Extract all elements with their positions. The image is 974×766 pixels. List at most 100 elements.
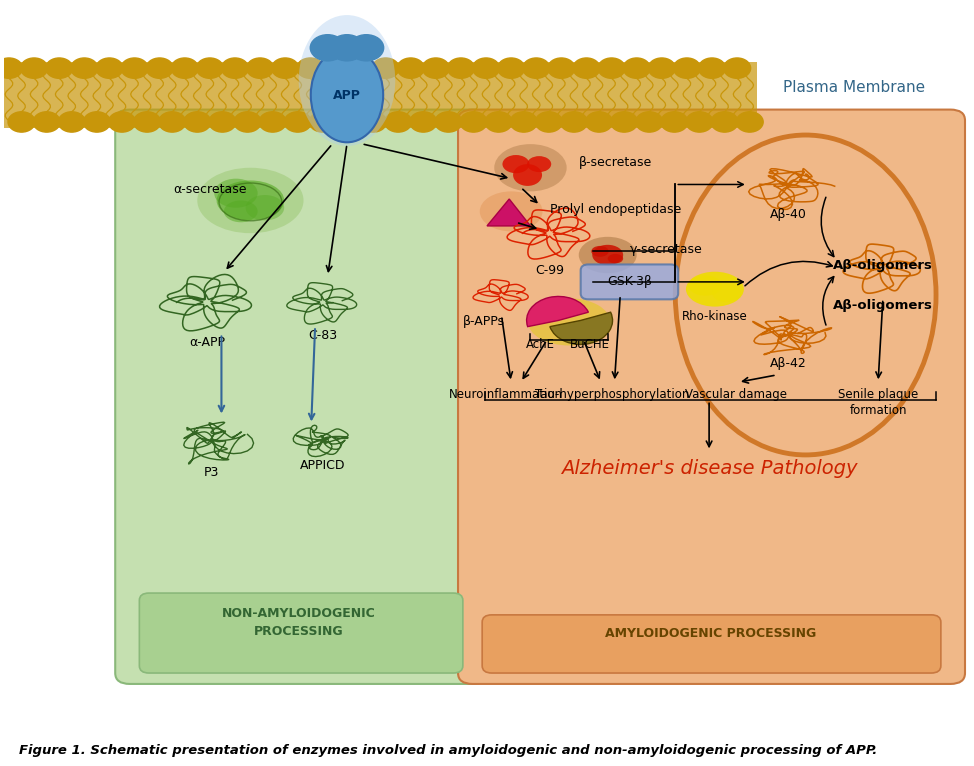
Circle shape <box>246 58 274 78</box>
FancyBboxPatch shape <box>581 264 678 300</box>
Ellipse shape <box>513 164 543 186</box>
Text: AchE: AchE <box>526 338 554 351</box>
FancyBboxPatch shape <box>458 110 965 684</box>
Circle shape <box>259 112 286 132</box>
Circle shape <box>84 112 110 132</box>
Text: α-APP: α-APP <box>189 336 225 349</box>
Circle shape <box>284 112 312 132</box>
Ellipse shape <box>689 275 722 296</box>
Text: Neuroinflammation: Neuroinflammation <box>449 388 563 401</box>
Circle shape <box>321 58 349 78</box>
Circle shape <box>397 58 425 78</box>
Circle shape <box>297 58 323 78</box>
Ellipse shape <box>216 181 284 221</box>
Text: Tau-hyperphosphorylation: Tau-hyperphosphorylation <box>536 388 690 401</box>
Circle shape <box>385 112 412 132</box>
Circle shape <box>8 112 35 132</box>
Text: GSK-3β: GSK-3β <box>608 276 653 288</box>
Circle shape <box>108 112 135 132</box>
Circle shape <box>711 112 738 132</box>
Circle shape <box>95 58 123 78</box>
Circle shape <box>0 58 22 78</box>
Ellipse shape <box>675 135 936 455</box>
Circle shape <box>523 58 549 78</box>
Text: β-secretase: β-secretase <box>579 156 652 169</box>
Text: C-83: C-83 <box>309 329 337 342</box>
Ellipse shape <box>592 245 623 265</box>
Circle shape <box>636 112 662 132</box>
Ellipse shape <box>224 201 258 222</box>
Bar <box>4 62 758 128</box>
Circle shape <box>71 58 97 78</box>
Circle shape <box>329 34 364 61</box>
Circle shape <box>208 112 236 132</box>
Circle shape <box>460 112 487 132</box>
FancyBboxPatch shape <box>139 593 463 673</box>
Circle shape <box>372 58 399 78</box>
Ellipse shape <box>528 298 610 345</box>
Wedge shape <box>527 296 588 326</box>
Text: NON-AMYLOIDOGENIC
PROCESSING: NON-AMYLOIDOGENIC PROCESSING <box>222 607 376 637</box>
Text: β-APPs: β-APPs <box>463 316 506 329</box>
Circle shape <box>221 58 248 78</box>
Circle shape <box>33 112 60 132</box>
Text: AMYLOIDOGENIC PROCESSING: AMYLOIDOGENIC PROCESSING <box>606 627 816 640</box>
Circle shape <box>724 58 751 78</box>
Circle shape <box>660 112 688 132</box>
Circle shape <box>585 112 613 132</box>
Circle shape <box>234 112 261 132</box>
Circle shape <box>573 58 600 78</box>
FancyBboxPatch shape <box>115 110 487 684</box>
Circle shape <box>560 112 587 132</box>
Circle shape <box>20 58 48 78</box>
Text: C-99: C-99 <box>536 264 564 277</box>
Circle shape <box>121 58 148 78</box>
Circle shape <box>197 58 223 78</box>
Ellipse shape <box>198 168 304 233</box>
Circle shape <box>611 112 638 132</box>
Text: Aβ-42: Aβ-42 <box>769 357 806 370</box>
Ellipse shape <box>608 254 623 264</box>
Ellipse shape <box>245 195 284 221</box>
Ellipse shape <box>214 178 258 208</box>
Text: α-secretase: α-secretase <box>173 183 246 196</box>
Circle shape <box>171 58 199 78</box>
Wedge shape <box>550 313 613 345</box>
Circle shape <box>447 58 474 78</box>
Polygon shape <box>487 199 531 226</box>
Circle shape <box>510 112 538 132</box>
Circle shape <box>686 112 713 132</box>
Circle shape <box>349 34 384 61</box>
Text: Plasma Membrane: Plasma Membrane <box>783 80 925 95</box>
Ellipse shape <box>527 156 551 172</box>
Circle shape <box>698 58 726 78</box>
Circle shape <box>159 112 186 132</box>
Text: Aβ-oligomers: Aβ-oligomers <box>833 299 933 312</box>
Circle shape <box>46 58 73 78</box>
Circle shape <box>623 58 651 78</box>
Circle shape <box>485 112 512 132</box>
Circle shape <box>146 58 173 78</box>
Circle shape <box>133 112 161 132</box>
Circle shape <box>423 58 449 78</box>
Circle shape <box>272 58 299 78</box>
Text: APPICD: APPICD <box>300 459 346 472</box>
Circle shape <box>536 112 562 132</box>
Ellipse shape <box>480 192 543 231</box>
Circle shape <box>359 112 387 132</box>
Text: Alzheimer's disease Pathology: Alzheimer's disease Pathology <box>561 459 857 477</box>
Ellipse shape <box>669 127 943 463</box>
Ellipse shape <box>712 283 741 302</box>
FancyBboxPatch shape <box>482 615 941 673</box>
Text: BuCHE: BuCHE <box>571 338 611 351</box>
Circle shape <box>649 58 675 78</box>
Circle shape <box>673 58 700 78</box>
Text: Prolyl endopeptidase: Prolyl endopeptidase <box>549 203 681 216</box>
Text: γ-secretase: γ-secretase <box>630 244 702 257</box>
Text: Aβ-oligomers: Aβ-oligomers <box>833 260 933 273</box>
Circle shape <box>498 58 525 78</box>
Ellipse shape <box>494 144 567 192</box>
Circle shape <box>334 112 361 132</box>
Circle shape <box>472 58 500 78</box>
Circle shape <box>184 112 210 132</box>
